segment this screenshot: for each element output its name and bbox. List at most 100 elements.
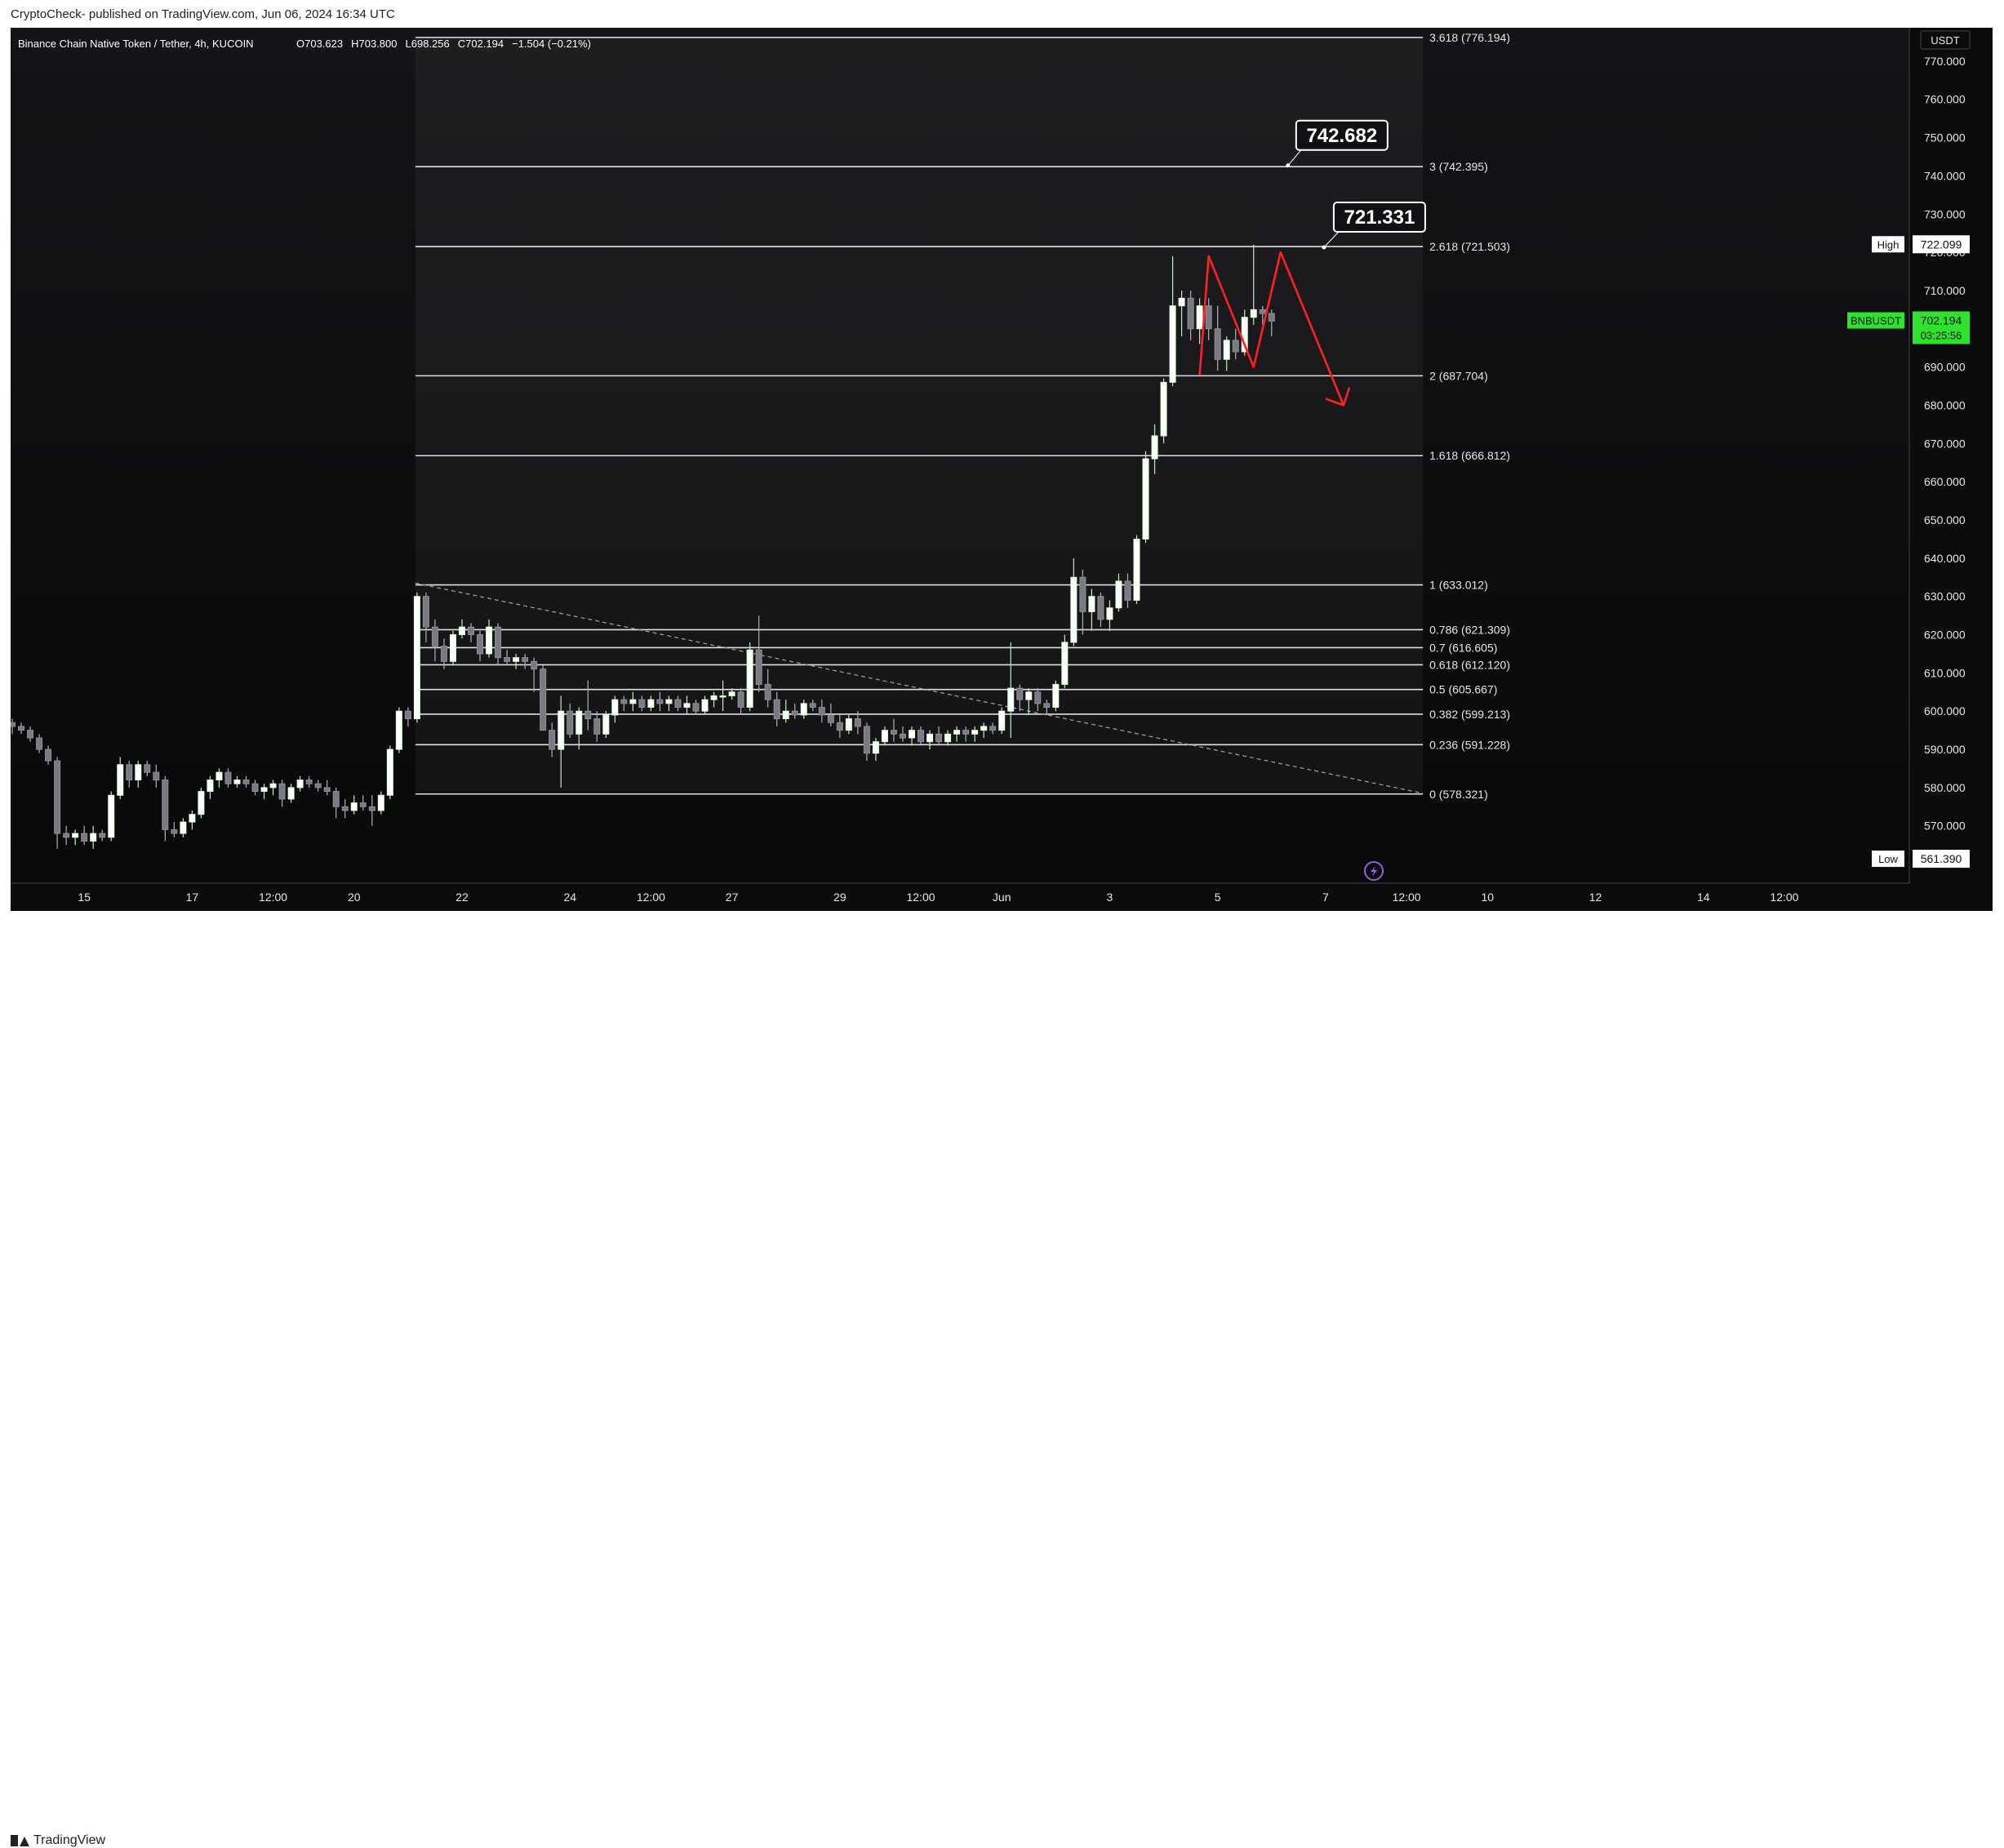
time-tick-label: 15 bbox=[78, 891, 91, 904]
time-tick-label: 27 bbox=[726, 891, 739, 904]
candle-body bbox=[1070, 576, 1078, 643]
candle-body bbox=[1043, 703, 1051, 709]
fib-label-3-618: 3.618 (776.194) bbox=[1429, 31, 1510, 44]
currency-box[interactable] bbox=[1920, 30, 1971, 50]
candle-body bbox=[1241, 317, 1248, 353]
low-value-box bbox=[1913, 850, 1970, 868]
ohlc-readout: O703.623 H703.800 L698.256 C702.194 −1.504 (… bbox=[296, 38, 591, 50]
price-axis: USDT 570.000 580.000 590.000 600.000 610.000 6… bbox=[1847, 28, 1971, 883]
candle-body bbox=[90, 833, 97, 842]
candle-body bbox=[701, 699, 709, 712]
candle-body bbox=[782, 710, 789, 720]
candle-body bbox=[549, 730, 556, 750]
candle-body bbox=[18, 726, 25, 731]
candle-body bbox=[1178, 297, 1185, 307]
price-tick-label: 600.000 bbox=[1924, 704, 1966, 717]
last-price-box bbox=[1913, 311, 1970, 344]
candle-body bbox=[323, 787, 331, 793]
candle-body bbox=[1259, 309, 1266, 314]
callout-box-1 bbox=[1332, 202, 1426, 233]
candle-body bbox=[269, 783, 277, 789]
ohlc-close: C702.194 bbox=[458, 38, 504, 50]
time-tick-label: 12:00 bbox=[637, 891, 665, 904]
candle-body bbox=[764, 683, 771, 700]
candle-body bbox=[296, 780, 304, 789]
candle-body bbox=[377, 794, 384, 811]
candle-body bbox=[513, 657, 520, 662]
time-tick-label: 3 bbox=[1107, 891, 1113, 904]
candle-body bbox=[909, 730, 915, 739]
candle-body bbox=[180, 821, 187, 834]
candle-body bbox=[449, 634, 456, 662]
time-tick-label: 12 bbox=[1589, 891, 1602, 904]
candle-body bbox=[1196, 305, 1203, 330]
candle-body bbox=[1106, 607, 1113, 620]
ohlc-open: O703.623 bbox=[296, 38, 343, 50]
candle-body bbox=[989, 726, 997, 731]
candle-body bbox=[144, 764, 151, 773]
ohlc-high: H703.800 bbox=[351, 38, 397, 50]
fib-label-0-618: 0.618 (612.120) bbox=[1429, 658, 1510, 671]
ohlc-low: L698.256 bbox=[406, 38, 450, 50]
candle-body bbox=[477, 634, 484, 655]
candle-body bbox=[737, 691, 744, 709]
candle-body bbox=[314, 783, 322, 789]
candle-body bbox=[1007, 687, 1015, 712]
candle-body bbox=[773, 699, 780, 720]
candle-body bbox=[854, 718, 861, 727]
candle-body bbox=[980, 726, 988, 731]
candle-body bbox=[602, 714, 610, 735]
candle-body bbox=[953, 730, 961, 735]
red-pattern-line bbox=[1198, 251, 1345, 406]
candles-layer bbox=[11, 244, 1275, 849]
tradingview-brand: TradingView bbox=[33, 1833, 106, 1847]
candle-body bbox=[971, 730, 979, 735]
candle-body bbox=[1016, 687, 1024, 700]
candle-body bbox=[495, 626, 502, 659]
price-tick-label: 670.000 bbox=[1924, 437, 1966, 450]
callout-pointer-1 bbox=[1323, 231, 1340, 248]
fib-label-1: 1 (633.012) bbox=[1429, 579, 1488, 592]
candle-body bbox=[287, 787, 295, 800]
low-value: 561.390 bbox=[1921, 852, 1962, 865]
fib-zone bbox=[415, 37, 1424, 794]
price-tick-label: 760.000 bbox=[1924, 93, 1966, 106]
candle-body bbox=[1025, 691, 1033, 700]
tradingview-logo[interactable]: TradingView bbox=[11, 1833, 105, 1848]
candle-body bbox=[836, 722, 843, 731]
price-tick-label: 660.000 bbox=[1924, 475, 1966, 488]
fib-label-0-7: 0.7 (616.605) bbox=[1429, 641, 1497, 654]
lightning-icon[interactable] bbox=[1364, 861, 1384, 881]
candle-body bbox=[440, 646, 447, 662]
symbol-badge-box bbox=[1847, 312, 1904, 329]
price-tick-label: 740.000 bbox=[1924, 169, 1966, 182]
candle-body bbox=[683, 703, 691, 709]
candle-body bbox=[1124, 580, 1131, 601]
time-tick-label: 12:00 bbox=[1393, 891, 1421, 904]
price-tick-label: 690.000 bbox=[1924, 361, 1966, 374]
candle-body bbox=[1223, 340, 1230, 360]
price-tick-label: 580.000 bbox=[1924, 781, 1966, 794]
candle-body bbox=[1133, 538, 1140, 601]
high-value: 722.099 bbox=[1921, 238, 1962, 251]
candle-body bbox=[1034, 691, 1042, 704]
candle-body bbox=[719, 695, 727, 698]
chart-area[interactable]: 0 (578.321) 0.236 (591.228) 0.382 (599.213… bbox=[11, 28, 1993, 911]
candle-body bbox=[126, 764, 133, 781]
price-tick-label: 570.000 bbox=[1924, 820, 1966, 833]
candle-body bbox=[368, 806, 375, 811]
callouts-layer: 742.682 721.331 bbox=[1286, 119, 1426, 250]
candle-body bbox=[863, 726, 870, 754]
price-tick-label: 610.000 bbox=[1924, 666, 1966, 679]
candle-body bbox=[45, 749, 52, 762]
candle-body bbox=[809, 703, 816, 709]
candle-body bbox=[278, 783, 286, 800]
candle-body bbox=[251, 783, 259, 793]
candle-body bbox=[27, 730, 34, 739]
candlestick-chart[interactable]: 0 (578.321) 0.236 (591.228) 0.382 (599.213… bbox=[11, 28, 1993, 911]
time-tick-label: 5 bbox=[1215, 891, 1221, 904]
time-tick-label: 12:00 bbox=[906, 891, 935, 904]
fib-label-1-618: 1.618 (666.812) bbox=[1429, 449, 1510, 462]
candle-body bbox=[207, 780, 214, 793]
candle-body bbox=[404, 710, 411, 720]
